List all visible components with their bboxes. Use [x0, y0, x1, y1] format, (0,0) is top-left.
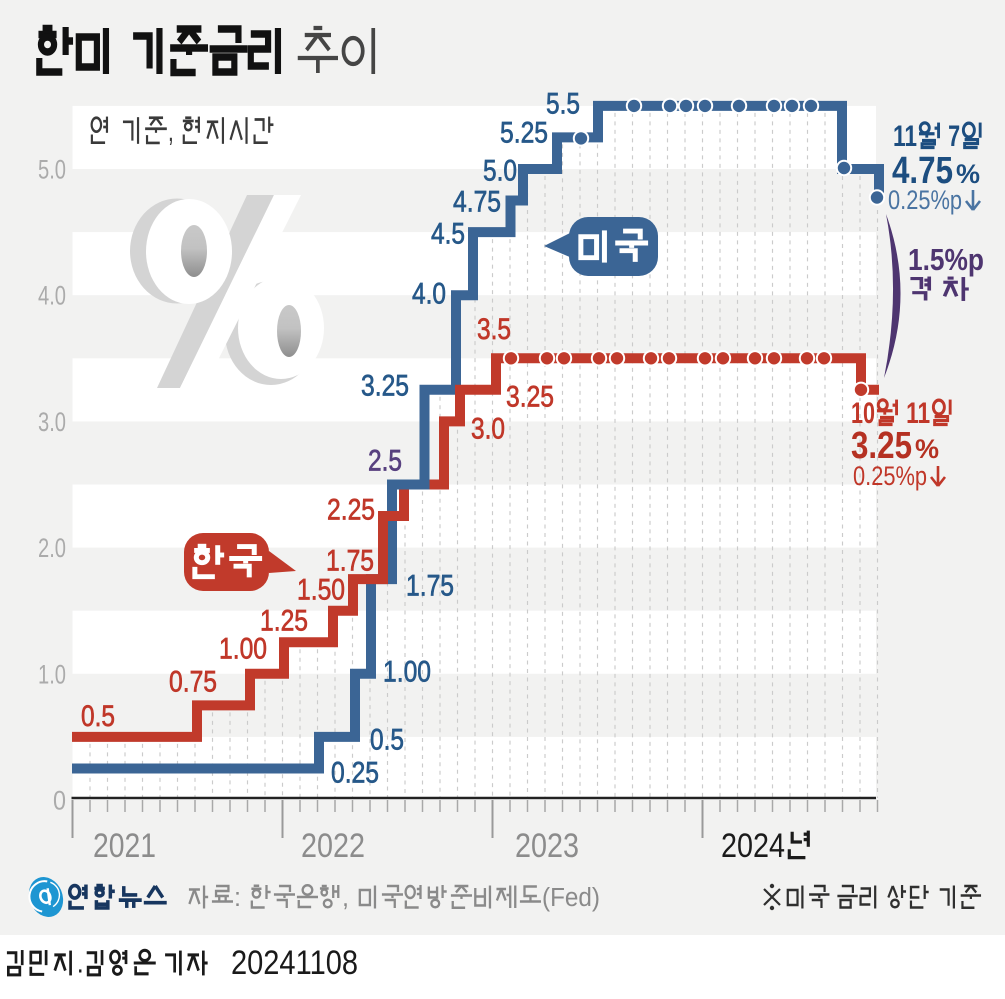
- svg-text:10: 10: [851, 397, 875, 430]
- svg-text:2024: 2024: [721, 827, 785, 865]
- svg-text:11: 11: [893, 120, 917, 153]
- svg-text:4.0: 4.0: [412, 278, 446, 311]
- svg-text:1.75: 1.75: [326, 545, 374, 578]
- svg-text:5.0: 5.0: [483, 155, 517, 188]
- svg-text:1.50: 1.50: [297, 574, 345, 607]
- svg-text:2.5: 2.5: [368, 445, 402, 478]
- svg-text:0.25%p: 0.25%p: [853, 461, 927, 491]
- svg-text:2023: 2023: [515, 827, 579, 865]
- svg-text:0.5: 0.5: [370, 724, 404, 757]
- svg-text:2021: 2021: [93, 827, 156, 865]
- svg-text:3.25: 3.25: [851, 425, 912, 467]
- svg-text:,: ,: [342, 882, 349, 912]
- svg-text:%: %: [956, 159, 980, 189]
- svg-text:2.25: 2.25: [327, 494, 375, 527]
- svg-text:11: 11: [906, 397, 930, 430]
- svg-text:1.25: 1.25: [260, 605, 308, 638]
- svg-text:1.5%p: 1.5%p: [908, 242, 984, 277]
- svg-text:2022: 2022: [301, 827, 365, 865]
- svg-text:3.5: 3.5: [477, 313, 511, 346]
- svg-text:1.0: 1.0: [38, 659, 66, 689]
- svg-text::: :: [234, 882, 241, 912]
- svg-text:7: 7: [948, 120, 960, 153]
- svg-text:4.75: 4.75: [892, 150, 953, 192]
- svg-text:0: 0: [53, 786, 66, 816]
- svg-text:(Fed): (Fed): [542, 882, 600, 912]
- svg-text:2.0: 2.0: [38, 533, 66, 563]
- svg-text:5.0: 5.0: [38, 155, 66, 185]
- svg-text:1.00: 1.00: [383, 656, 431, 689]
- svg-text:3.0: 3.0: [471, 413, 505, 446]
- svg-text:.: .: [77, 948, 84, 980]
- svg-text:3.25: 3.25: [361, 370, 409, 403]
- svg-text:3.0: 3.0: [38, 407, 66, 437]
- svg-text:5.25: 5.25: [500, 117, 548, 150]
- svg-text:1.00: 1.00: [219, 633, 267, 666]
- svg-text:4.0: 4.0: [38, 281, 66, 311]
- svg-text:0.75: 0.75: [169, 666, 217, 699]
- svg-text:4.75: 4.75: [453, 186, 501, 219]
- svg-text:1.75: 1.75: [406, 570, 454, 603]
- svg-text:4.5: 4.5: [431, 218, 465, 251]
- svg-text:3.25: 3.25: [506, 381, 554, 414]
- svg-text:0.5: 0.5: [81, 700, 115, 733]
- svg-text:5.5: 5.5: [546, 88, 580, 121]
- svg-text:20241108: 20241108: [231, 944, 358, 982]
- svg-text:0.25%p: 0.25%p: [888, 185, 962, 215]
- svg-text:0.25: 0.25: [331, 757, 379, 790]
- svg-text:%: %: [915, 434, 939, 464]
- svg-text:,: ,: [168, 114, 174, 148]
